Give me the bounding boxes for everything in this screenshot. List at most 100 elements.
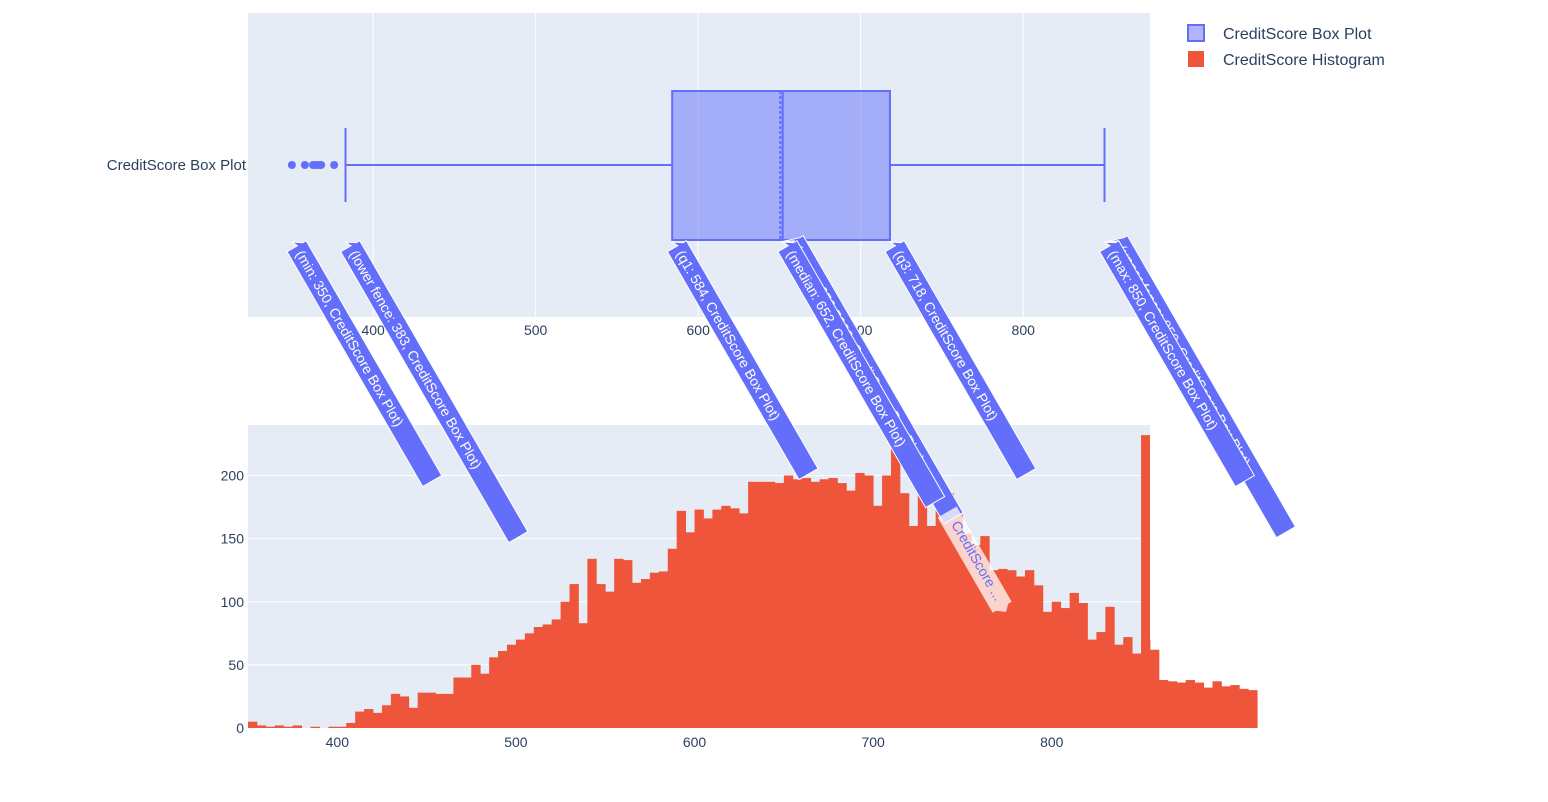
histogram-bar[interactable] bbox=[685, 532, 695, 728]
histogram-bar[interactable] bbox=[1248, 690, 1258, 728]
histogram-bar[interactable] bbox=[971, 544, 981, 728]
histogram-bar[interactable] bbox=[462, 677, 472, 729]
histogram-bar[interactable] bbox=[1239, 688, 1249, 728]
histogram-bar[interactable] bbox=[640, 579, 651, 728]
histogram-bar[interactable] bbox=[748, 481, 758, 728]
histogram-bar[interactable] bbox=[515, 639, 526, 728]
histogram-bar[interactable] bbox=[998, 568, 1008, 728]
histogram-bar[interactable] bbox=[1024, 570, 1035, 728]
histogram-bar[interactable] bbox=[712, 509, 722, 728]
histogram-bar[interactable] bbox=[730, 508, 740, 728]
histogram-bar[interactable] bbox=[1007, 570, 1017, 728]
histogram-bar[interactable] bbox=[337, 726, 347, 728]
histogram-bar[interactable] bbox=[1114, 644, 1124, 728]
boxplot-outlier-point[interactable] bbox=[330, 161, 339, 169]
histogram-bar[interactable] bbox=[1087, 639, 1097, 728]
histogram-bar[interactable] bbox=[873, 505, 883, 728]
histogram-bar[interactable] bbox=[265, 726, 276, 728]
histogram-bar[interactable] bbox=[1176, 682, 1187, 728]
histogram-bar[interactable] bbox=[765, 481, 776, 728]
histogram-bar[interactable] bbox=[694, 509, 704, 728]
histogram-bar[interactable] bbox=[310, 726, 320, 728]
boxplot-outlier-point[interactable] bbox=[317, 161, 326, 169]
histogram-bar[interactable] bbox=[578, 623, 588, 728]
histogram-bar[interactable] bbox=[328, 726, 338, 728]
histogram-bar[interactable] bbox=[721, 505, 731, 728]
histogram-bar[interactable] bbox=[882, 475, 892, 729]
histogram-bar[interactable] bbox=[373, 712, 383, 728]
histogram-bar[interactable] bbox=[1051, 601, 1062, 728]
histogram-bar[interactable] bbox=[1167, 681, 1178, 728]
histogram-bar[interactable] bbox=[658, 571, 669, 728]
histogram-bar[interactable] bbox=[292, 725, 302, 728]
histogram-bar[interactable] bbox=[962, 533, 972, 728]
histogram-bar[interactable] bbox=[498, 650, 508, 728]
histogram-bar[interactable] bbox=[908, 526, 919, 728]
histogram-bar[interactable] bbox=[1212, 681, 1222, 728]
histogram-bar[interactable] bbox=[792, 479, 803, 728]
histogram-bar[interactable] bbox=[435, 693, 445, 728]
histogram-bar[interactable] bbox=[408, 707, 419, 728]
histogram-bar[interactable] bbox=[1203, 687, 1213, 728]
histogram-bar[interactable] bbox=[783, 475, 794, 729]
histogram-bar[interactable] bbox=[444, 693, 454, 728]
histogram-bar[interactable] bbox=[1123, 637, 1133, 728]
histogram-bar[interactable] bbox=[676, 510, 687, 728]
histogram-bar[interactable] bbox=[587, 558, 597, 728]
histogram-bar[interactable] bbox=[667, 548, 678, 728]
histogram-bar[interactable] bbox=[533, 627, 544, 728]
histogram-bar[interactable] bbox=[649, 572, 660, 728]
histogram-bar[interactable] bbox=[1016, 576, 1026, 729]
histogram-bar[interactable] bbox=[453, 677, 463, 729]
histogram-bar[interactable] bbox=[917, 488, 928, 728]
histogram-bar[interactable] bbox=[471, 664, 481, 728]
histogram-bar[interactable] bbox=[855, 472, 865, 728]
histogram-bar[interactable] bbox=[739, 513, 749, 728]
histogram-bar[interactable] bbox=[1042, 611, 1053, 728]
boxplot-box[interactable] bbox=[671, 90, 891, 241]
histogram-bar[interactable] bbox=[703, 518, 713, 728]
histogram-bar[interactable] bbox=[1105, 606, 1115, 728]
histogram-bar[interactable] bbox=[757, 481, 767, 728]
histogram-bar[interactable] bbox=[364, 709, 374, 728]
histogram-bar[interactable] bbox=[980, 536, 990, 728]
histogram-bar[interactable] bbox=[801, 478, 812, 728]
histogram-bar[interactable] bbox=[1078, 603, 1088, 728]
histogram-bar[interactable] bbox=[489, 657, 499, 728]
histogram-bar[interactable] bbox=[283, 726, 294, 728]
histogram-bar[interactable] bbox=[1141, 435, 1150, 728]
histogram-bar[interactable] bbox=[605, 591, 615, 728]
histogram-bar[interactable] bbox=[480, 673, 490, 728]
histogram-bar[interactable] bbox=[1132, 653, 1142, 728]
histogram-bar[interactable] bbox=[774, 483, 785, 728]
histogram-bar[interactable] bbox=[551, 619, 561, 728]
boxplot-outlier-point[interactable] bbox=[287, 161, 296, 169]
histogram-bar[interactable] bbox=[426, 692, 436, 728]
histogram-bar[interactable] bbox=[1150, 649, 1160, 728]
histogram-bar[interactable] bbox=[810, 481, 820, 728]
boxplot-outlier-point[interactable] bbox=[300, 161, 309, 169]
histogram-bar[interactable] bbox=[390, 693, 401, 728]
histogram-bar[interactable] bbox=[1033, 585, 1044, 728]
histogram-bar[interactable] bbox=[355, 711, 365, 728]
histogram-bar[interactable] bbox=[837, 483, 847, 728]
histogram-bar[interactable] bbox=[560, 601, 570, 728]
histogram-bar[interactable] bbox=[944, 493, 954, 728]
histogram-bar[interactable] bbox=[399, 696, 410, 728]
histogram-bar[interactable] bbox=[274, 725, 285, 728]
legend-item-boxplot[interactable]: CreditScore Box Plot bbox=[1187, 24, 1372, 43]
histogram-bar[interactable] bbox=[1194, 682, 1204, 728]
histogram-bar[interactable] bbox=[1158, 680, 1169, 728]
histogram-bar[interactable] bbox=[1060, 608, 1071, 728]
histogram-bar[interactable] bbox=[256, 725, 267, 728]
histogram-bar[interactable] bbox=[248, 721, 258, 728]
histogram-bar[interactable] bbox=[989, 570, 999, 728]
histogram-bar[interactable] bbox=[1069, 592, 1079, 728]
histogram-bar[interactable] bbox=[524, 633, 535, 728]
histogram-bar[interactable] bbox=[935, 480, 945, 728]
histogram-bar[interactable] bbox=[623, 560, 633, 728]
histogram-bar[interactable] bbox=[506, 644, 517, 728]
histogram-bar[interactable] bbox=[614, 558, 624, 728]
histogram-bar[interactable] bbox=[569, 584, 579, 728]
histogram-bar[interactable] bbox=[1185, 680, 1196, 728]
